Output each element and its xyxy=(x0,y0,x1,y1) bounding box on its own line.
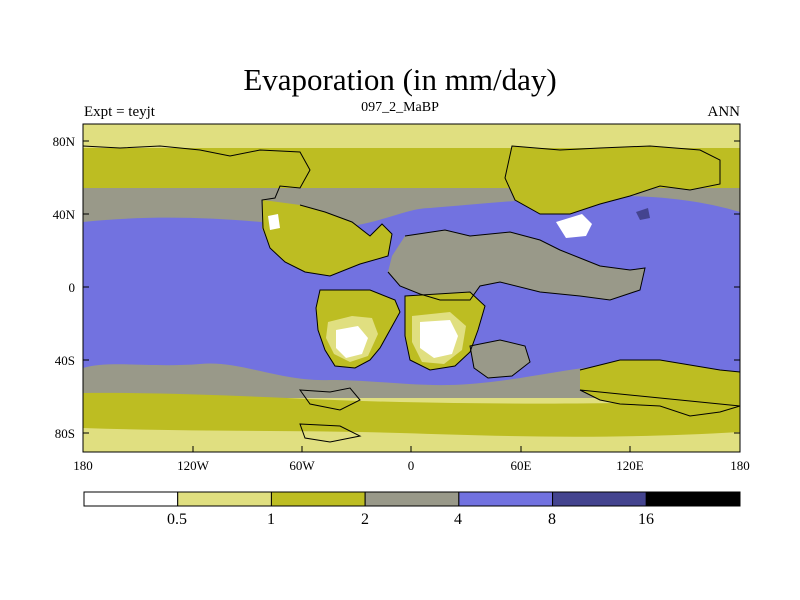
colorbar-box-1 xyxy=(177,491,272,507)
field-darkblue-spot xyxy=(636,208,650,220)
land-eurasia-north xyxy=(505,146,720,214)
plot-title: Evaporation (in mm/day) xyxy=(243,62,557,97)
colorbar-box-4 xyxy=(458,491,554,507)
field-white-na xyxy=(268,214,280,230)
x-tick-60e: 60E xyxy=(511,458,532,473)
field-white-af xyxy=(420,320,458,358)
axis-ticks xyxy=(82,140,741,452)
cbar-label-16: 16 xyxy=(638,511,654,528)
land-north-america xyxy=(262,200,392,276)
land-australia xyxy=(470,340,530,378)
x-tick-180e: 180 xyxy=(730,458,750,473)
time-label: 097_2_MaBP xyxy=(361,100,439,115)
x-tick-60w: 60W xyxy=(289,458,315,473)
season-label: ANN xyxy=(707,104,741,120)
y-tick-80s: 80S xyxy=(55,426,75,441)
colorbar-box-5 xyxy=(552,491,647,507)
field-olive-south xyxy=(83,392,740,437)
y-tick-0: 0 xyxy=(69,280,76,295)
x-tick-120w: 120W xyxy=(177,458,210,473)
cbar-label-2: 2 xyxy=(361,511,369,528)
x-tick-0: 0 xyxy=(408,458,415,473)
y-tick-labels: 80N 40N 0 40S 80S xyxy=(53,134,76,441)
cbar-label-8: 8 xyxy=(548,511,556,528)
cbar-label-4: 4 xyxy=(454,511,462,528)
map-field xyxy=(83,124,740,452)
colorbar xyxy=(83,491,741,507)
colorbar-box-3 xyxy=(364,491,460,507)
coastlines xyxy=(83,145,740,443)
x-tick-labels: 180 120W 60W 0 60E 120E 180 xyxy=(73,458,750,473)
colorbar-box-0 xyxy=(83,491,179,507)
colorbar-labels: 0.5 1 2 4 8 16 xyxy=(167,511,654,528)
cbar-label-1: 1 xyxy=(267,511,275,528)
x-tick-180w: 180 xyxy=(73,458,93,473)
experiment-label: Expt = teyjt xyxy=(84,104,155,120)
y-tick-80n: 80N xyxy=(53,134,76,149)
colorbar-box-2 xyxy=(270,491,366,507)
x-tick-120e: 120E xyxy=(616,458,644,473)
field-white-sa xyxy=(336,326,368,358)
land-eurasia-south xyxy=(388,230,645,300)
y-tick-40n: 40N xyxy=(53,207,76,222)
y-tick-40s: 40S xyxy=(55,353,75,368)
cbar-label-0.5: 0.5 xyxy=(167,511,187,528)
colorbar-box-6 xyxy=(645,491,741,507)
field-white-asia xyxy=(556,214,592,238)
